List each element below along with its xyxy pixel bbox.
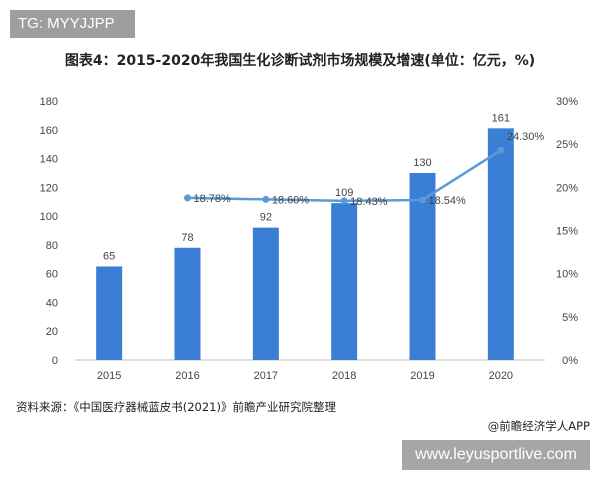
y2-tick-label: 0% (562, 355, 578, 367)
x-tick-label: 2020 (489, 370, 513, 382)
x-tick-label: 2015 (97, 370, 121, 382)
chart-title: 图表4：2015-2020年我国生化诊断试剂市场规模及增速(单位：亿元，%) (64, 53, 536, 69)
x-tick-label: 2016 (175, 370, 199, 382)
y-tick-label: 80 (46, 240, 58, 252)
y-tick-label: 160 (40, 125, 58, 137)
bar (487, 128, 514, 360)
x-tick-label: 2019 (410, 370, 434, 382)
x-tick-label: 2017 (254, 370, 278, 382)
bar-label: 161 (492, 112, 510, 124)
bar-label: 130 (413, 157, 431, 169)
growth-label: 18.54% (429, 195, 467, 207)
y2-tick-label: 10% (556, 269, 578, 281)
y2-tick-label: 5% (562, 312, 578, 324)
x-tick-label: 2018 (332, 370, 356, 382)
y-tick-label: 60 (46, 269, 58, 281)
bar (174, 247, 201, 360)
y-tick-label: 40 (46, 297, 58, 309)
bar-label: 65 (103, 250, 115, 262)
y-tick-label: 180 (40, 96, 58, 108)
bar (409, 172, 436, 360)
growth-point (340, 197, 348, 205)
y2-tick-label: 20% (556, 182, 578, 194)
growth-label: 18.60% (272, 194, 310, 206)
site-watermark: www.leyusportlive.com (402, 440, 590, 470)
growth-label: 18.78% (194, 193, 232, 205)
y-tick-label: 20 (46, 326, 58, 338)
y-tick-label: 100 (40, 211, 58, 223)
growth-label: 18.43% (350, 196, 388, 208)
growth-point (262, 195, 270, 203)
watermark-tag: TG: MYYJJPP (10, 10, 135, 38)
y-tick-label: 140 (40, 154, 58, 166)
y-tick-label: 120 (40, 182, 58, 194)
bar-label: 109 (335, 187, 353, 199)
y2-tick-label: 30% (556, 96, 578, 108)
bar-label: 78 (181, 232, 193, 244)
y-tick-label: 0 (52, 355, 58, 367)
y2-tick-label: 15% (556, 226, 578, 238)
bar-label: 92 (260, 212, 272, 224)
growth-label: 24.30% (507, 131, 545, 143)
y2-tick-label: 25% (556, 139, 578, 151)
credit: @前瞻经济学人APP (487, 419, 590, 433)
bar (96, 266, 123, 360)
growth-point (419, 196, 426, 204)
growth-point (497, 146, 505, 154)
source-note: 资料来源：《中国医疗器械蓝皮书(2021)》前瞻产业研究院整理 (16, 400, 336, 414)
bar (252, 227, 279, 360)
bar (331, 203, 358, 360)
growth-point (184, 194, 191, 202)
